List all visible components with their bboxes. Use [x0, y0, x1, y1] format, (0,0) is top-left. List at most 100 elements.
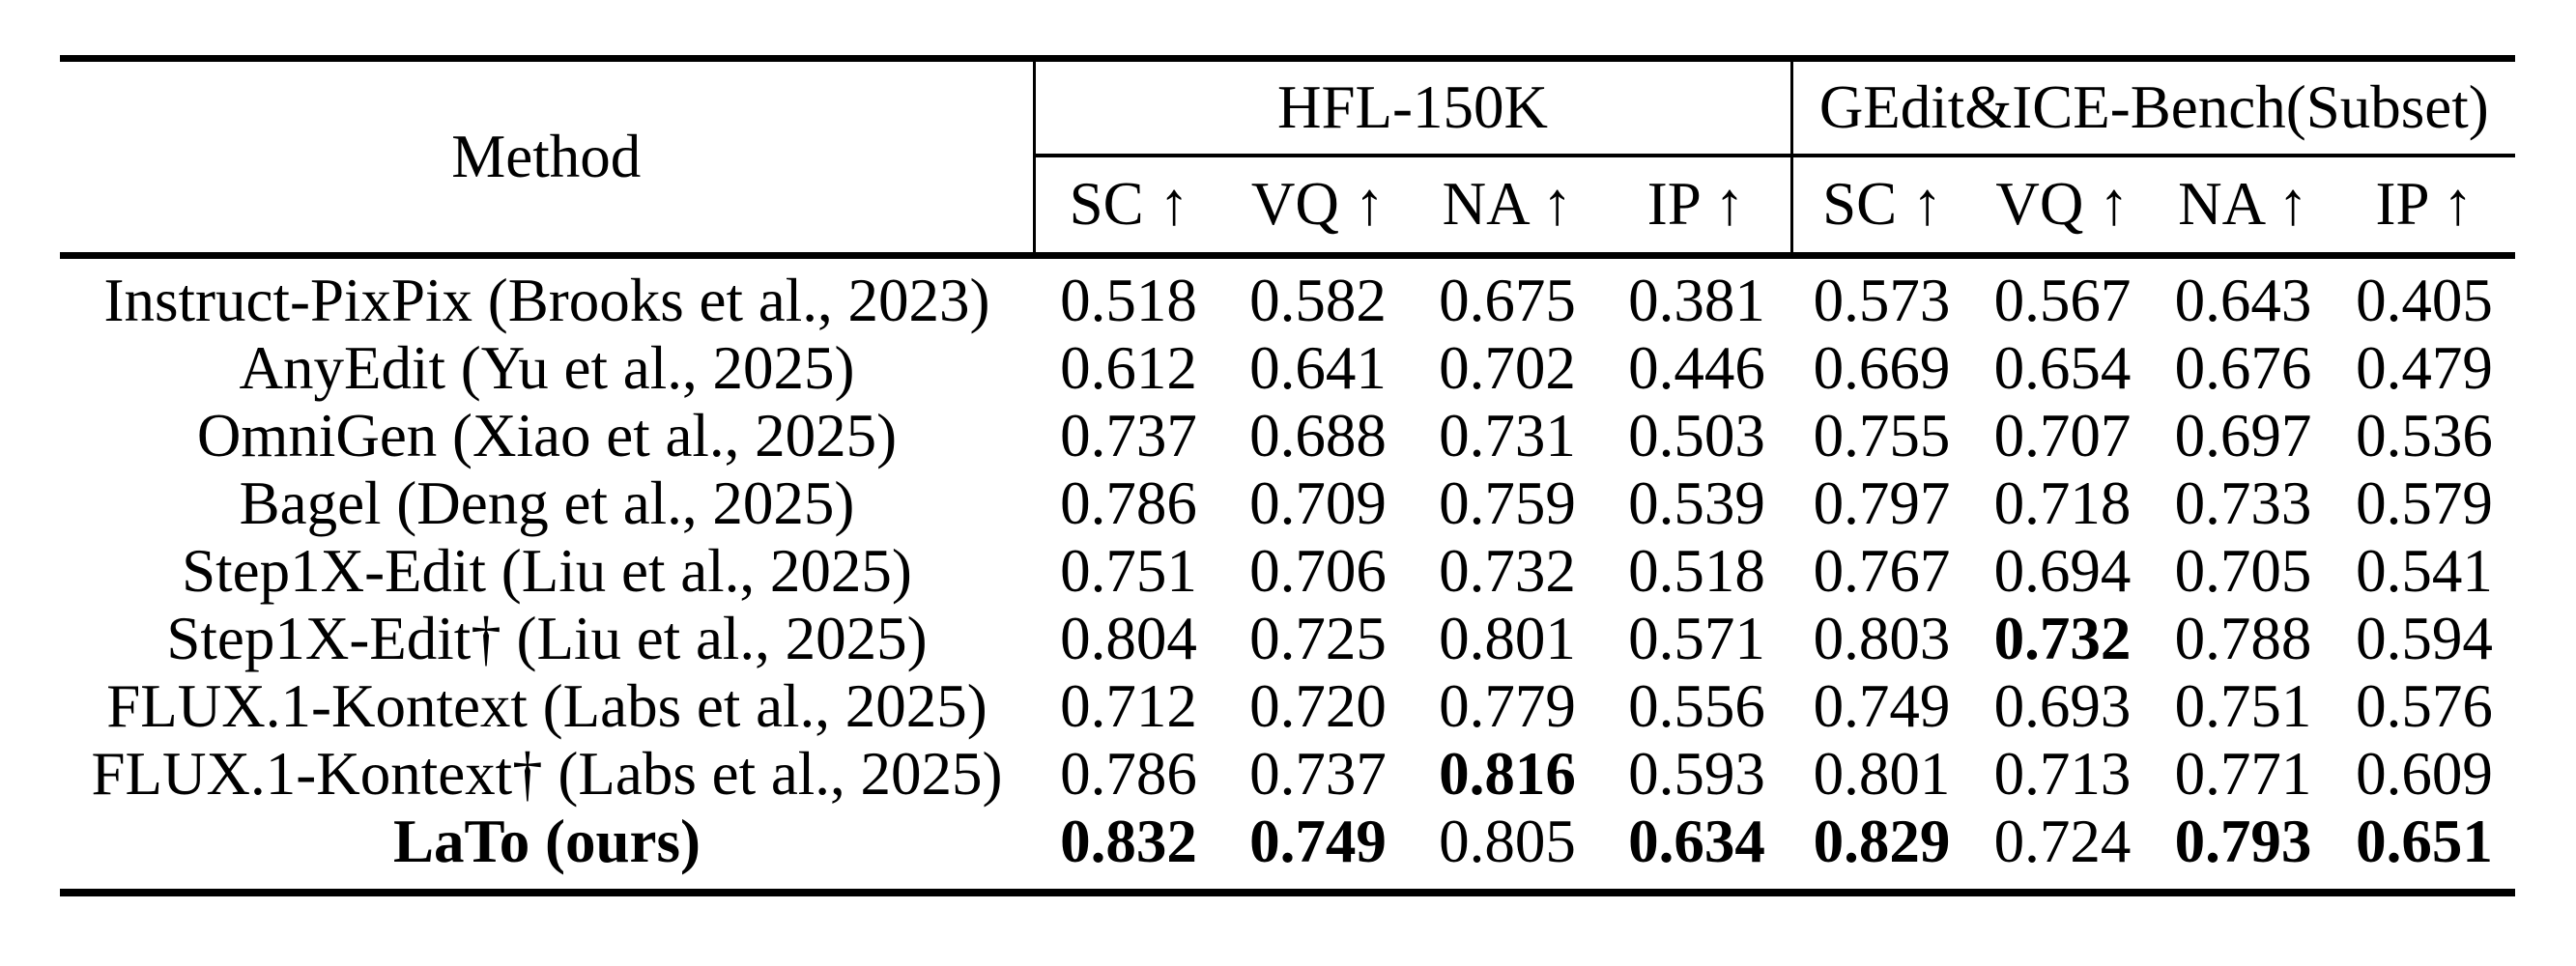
metric-value: 0.804	[1060, 604, 1197, 672]
metric-value: 0.676	[2174, 333, 2312, 402]
group-header-row: Method HFL-150K GEdit&ICE-Bench(Subset)	[60, 58, 2516, 187]
method-column-header: Method	[451, 123, 642, 190]
metric-value: 0.733	[2174, 469, 2312, 537]
metric-value: 0.803	[1813, 604, 1951, 672]
metric-value: 0.732	[1993, 604, 2132, 672]
metric-value: 0.593	[1628, 739, 1765, 808]
metric-value: 0.788	[2174, 604, 2312, 672]
metric-value: 0.612	[1060, 333, 1197, 402]
metric-value: 0.751	[1060, 536, 1197, 605]
metric-value: 0.779	[1439, 671, 1576, 740]
metric-value: 0.541	[2356, 536, 2493, 605]
metric-value: 0.518	[1628, 536, 1765, 605]
metric-header-sc: SC ↑	[1789, 155, 1972, 256]
metric-value: 0.707	[1993, 401, 2132, 469]
metric-header-row: SC ↑ VQ ↑ NA ↑ IP ↑ SC ↑ VQ ↑ NA ↑ IP ↑	[60, 155, 2515, 256]
metric-value: 0.801	[1813, 739, 1951, 808]
table-header: Method HFL-150K GEdit&ICE-Bench(Subset) …	[60, 58, 2516, 256]
metric-value: 0.712	[1060, 671, 1197, 740]
method-name: AnyEdit (Yu et al., 2025)	[239, 333, 855, 402]
metric-value: 0.732	[1439, 536, 1576, 605]
metric-header-vq: VQ ↑	[1250, 170, 1386, 239]
metric-value: 0.706	[1249, 536, 1387, 605]
metric-value: 0.805	[1439, 807, 1576, 875]
metric-value: 0.713	[1993, 739, 2132, 808]
table-row: Step1X-Edit (Liu et al., 2025) 0.751 0.706…	[60, 537, 2515, 605]
metric-value: 0.755	[1813, 401, 1951, 469]
metric-value: 0.694	[1993, 536, 2132, 605]
metric-value: 0.518	[1060, 266, 1197, 334]
metric-value: 0.786	[1060, 739, 1197, 808]
method-name: FLUX.1-Kontext† (Labs et al., 2025)	[91, 739, 1003, 808]
method-name: Bagel (Deng et al., 2025)	[239, 469, 855, 537]
metric-value: 0.793	[2174, 807, 2312, 875]
metric-value: 0.702	[1439, 333, 1576, 402]
metric-value: 0.709	[1249, 469, 1387, 537]
metric-value: 0.582	[1249, 266, 1387, 334]
metric-value: 0.749	[1813, 671, 1951, 740]
table-row: Step1X-Edit† (Liu et al., 2025) 0.804 0.72…	[60, 605, 2515, 672]
metric-value: 0.654	[1993, 333, 2132, 402]
metric-value: 0.536	[2356, 401, 2493, 469]
metric-value: 0.609	[2356, 739, 2493, 808]
results-table: Method HFL-150K GEdit&ICE-Bench(Subset) …	[60, 55, 2516, 896]
group-header-hfl: HFL-150K	[1032, 58, 1791, 157]
metric-value: 0.651	[2356, 807, 2493, 875]
table-row: FLUX.1-Kontext (Labs et al., 2025) 0.712 0…	[60, 672, 2515, 740]
metric-value: 0.539	[1628, 469, 1765, 537]
method-name: FLUX.1-Kontext (Labs et al., 2025)	[106, 671, 987, 740]
metric-value: 0.571	[1628, 604, 1765, 672]
metric-value: 0.759	[1439, 469, 1576, 537]
results-table-container: Method HFL-150K GEdit&ICE-Bench(Subset) …	[60, 55, 2516, 896]
metric-value: 0.731	[1439, 401, 1576, 469]
table-row: Instruct-PixPix (Brooks et al., 2023) 0.5…	[60, 256, 2515, 335]
metric-value: 0.503	[1628, 401, 1765, 469]
metric-value: 0.829	[1813, 807, 1951, 875]
metric-value: 0.816	[1439, 739, 1576, 808]
metric-value: 0.573	[1813, 266, 1951, 334]
metric-value: 0.405	[2356, 266, 2493, 334]
metric-value: 0.594	[2356, 604, 2493, 672]
metric-value: 0.801	[1439, 604, 1576, 672]
metric-value: 0.767	[1813, 536, 1951, 605]
metric-value: 0.749	[1249, 807, 1387, 875]
method-name: Step1X-Edit† (Liu et al., 2025)	[166, 604, 928, 672]
method-name: Instruct-PixPix (Brooks et al., 2023)	[103, 266, 990, 334]
metric-value: 0.576	[2356, 671, 2493, 740]
metric-value: 0.669	[1813, 333, 1951, 402]
metric-value: 0.675	[1439, 266, 1576, 334]
metric-value: 0.737	[1060, 401, 1197, 469]
table-row: AnyEdit (Yu et al., 2025) 0.612 0.641 0.702…	[60, 334, 2515, 402]
metric-header-sc: SC ↑	[1032, 155, 1223, 256]
metric-value: 0.634	[1628, 807, 1765, 875]
metric-value: 0.641	[1249, 333, 1387, 402]
method-name: OmniGen (Xiao et al., 2025)	[196, 401, 898, 469]
table-row: FLUX.1-Kontext† (Labs et al., 2025) 0.786…	[60, 740, 2515, 808]
metric-value: 0.643	[2174, 266, 2312, 334]
metric-value: 0.688	[1249, 401, 1387, 469]
metric-value: 0.786	[1060, 469, 1197, 537]
table-row: OmniGen (Xiao et al., 2025) 0.737 0.688 0.7…	[60, 402, 2515, 469]
metric-value: 0.737	[1249, 739, 1387, 808]
metric-value: 0.832	[1060, 807, 1197, 875]
metric-value: 0.556	[1628, 671, 1765, 740]
metric-value: 0.693	[1993, 671, 2132, 740]
table-row: LaTo (ours) 0.832 0.749 0.805 0.634 0.829 0.72…	[60, 808, 2515, 893]
method-name: LaTo (ours)	[393, 807, 701, 875]
metric-value: 0.718	[1993, 469, 2132, 537]
table-body: Instruct-PixPix (Brooks et al., 2023) 0.5…	[60, 256, 2515, 894]
metric-header-na: NA ↑	[2178, 170, 2308, 239]
table-row: Bagel (Deng et al., 2025) 0.786 0.709 0.759…	[60, 469, 2515, 537]
metric-value: 0.725	[1249, 604, 1387, 672]
metric-value: 0.567	[1993, 266, 2132, 334]
metric-value: 0.771	[2174, 739, 2312, 808]
metric-value: 0.705	[2174, 536, 2312, 605]
metric-value: 0.479	[2356, 333, 2493, 402]
metric-value: 0.381	[1628, 266, 1765, 334]
metric-header-ip: IP ↑	[2375, 170, 2474, 239]
metric-header-ip: IP ↑	[1646, 170, 1745, 239]
metric-value: 0.720	[1249, 671, 1387, 740]
metric-value: 0.751	[2174, 671, 2312, 740]
group-header-gedit: GEdit&ICE-Bench(Subset)	[1789, 58, 2516, 157]
metric-header-vq: VQ ↑	[1995, 170, 2130, 239]
